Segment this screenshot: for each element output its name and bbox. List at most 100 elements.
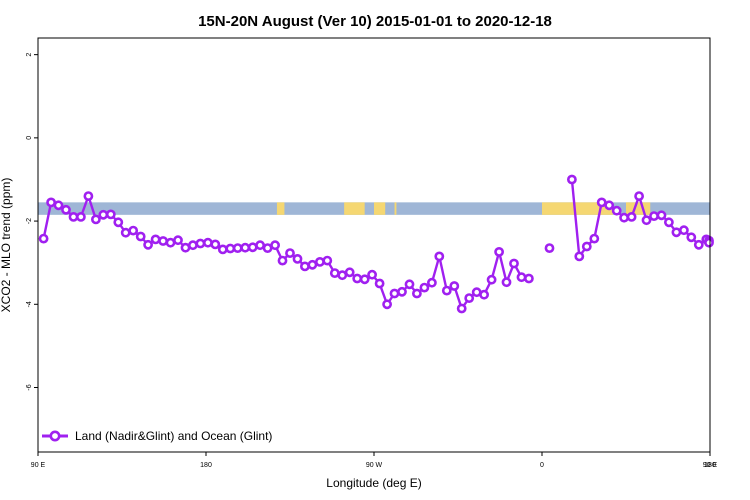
- data-point: [544, 243, 555, 253]
- data-point: [359, 274, 370, 285]
- data-point: [135, 231, 146, 242]
- data-point: [704, 237, 714, 248]
- data-point: [464, 293, 475, 303]
- data-point: [210, 239, 221, 250]
- data-point: [404, 279, 415, 290]
- data-point: [634, 191, 644, 201]
- data-point: [255, 240, 265, 251]
- data-point: [83, 191, 94, 201]
- data-point: [524, 273, 534, 284]
- data-point: [120, 227, 131, 238]
- data-point: [374, 278, 385, 289]
- data-point: [389, 288, 400, 299]
- data-point: [441, 285, 452, 296]
- x-tick-label-lower: 180: [704, 462, 716, 469]
- data-point: [671, 227, 682, 238]
- data-point: [299, 261, 310, 272]
- data-point: [486, 274, 497, 285]
- data-point: [367, 269, 377, 280]
- land-segment: [276, 202, 285, 215]
- data-point: [426, 277, 437, 288]
- data-point: [352, 273, 363, 284]
- data-point: [574, 251, 585, 262]
- y-axis-label: XCO2 - MLO trend (ppm): [0, 178, 13, 313]
- data-point: [649, 211, 659, 221]
- data-point: [479, 289, 489, 300]
- data-point: [61, 204, 71, 215]
- data-point: [128, 225, 139, 236]
- data-point: [596, 197, 607, 208]
- data-point: [91, 214, 101, 225]
- data-point: [382, 299, 392, 310]
- data-point: [419, 282, 430, 293]
- data-point: [262, 243, 273, 253]
- y-tick-label: 0: [26, 136, 33, 140]
- y-tick-label: -2: [26, 218, 33, 224]
- y-tick-label: 2: [26, 53, 33, 57]
- data-point: [679, 225, 689, 236]
- x-axis-label: Longitude (deg E): [326, 476, 421, 490]
- data-point: [641, 215, 652, 226]
- x-tick-label: 90 E: [31, 462, 46, 469]
- data-point: [322, 255, 333, 266]
- land-ocean-strip: [38, 202, 710, 215]
- data-point: [292, 253, 303, 264]
- data-point: [98, 209, 109, 220]
- data-point: [626, 211, 637, 222]
- chart-title: 15N-20N August (Ver 10) 2015-01-01 to 20…: [198, 13, 552, 30]
- data-point: [619, 212, 629, 223]
- y-axis-ticks: 2 0 -2 -4 -6: [26, 53, 38, 391]
- x-tick-label: 90 E: [703, 462, 718, 469]
- land-segment: [394, 202, 397, 215]
- data-point: [501, 277, 512, 288]
- y-tick-label: -4: [26, 301, 33, 307]
- data-point: [604, 200, 615, 211]
- x-tick-label: 90 W: [366, 462, 383, 469]
- legend-entry-label: Land (Nadir&Glint) and Ocean (Glint): [75, 429, 272, 443]
- data-point: [187, 240, 198, 251]
- land-segment: [344, 202, 365, 215]
- data-point: [411, 288, 422, 299]
- data-point: [158, 236, 168, 246]
- data-point: [105, 209, 116, 220]
- data-point: [686, 232, 697, 243]
- data-point: [656, 210, 667, 221]
- data-point: [329, 268, 340, 278]
- data-point: [397, 286, 407, 297]
- data-point: [53, 200, 64, 211]
- data-point: [344, 267, 355, 278]
- data-point: [434, 251, 445, 262]
- legend-marker-sample: [49, 430, 61, 442]
- series-layer: [38, 174, 714, 314]
- y-tick-label: -6: [26, 384, 33, 390]
- data-point: [516, 272, 527, 283]
- legend: Land (Nadir&Glint) and Ocean (Glint): [42, 429, 272, 443]
- data-point: [589, 233, 600, 244]
- series-line: [570, 179, 711, 258]
- data-point: [270, 240, 280, 251]
- data-point: [509, 258, 519, 269]
- data-point: [195, 238, 206, 249]
- land-segment: [374, 202, 386, 215]
- data-point: [165, 237, 176, 248]
- data-point: [567, 174, 577, 185]
- x-tick-label: 180: [200, 462, 212, 469]
- data-point: [285, 248, 295, 258]
- data-point: [494, 246, 504, 257]
- data-point: [150, 234, 161, 245]
- data-point: [307, 259, 318, 270]
- data-point: [113, 217, 124, 228]
- data-point: [76, 211, 86, 222]
- data-point: [232, 243, 243, 253]
- data-point: [217, 244, 228, 255]
- data-point: [611, 205, 622, 216]
- data-point: [143, 239, 153, 250]
- data-point: [38, 233, 49, 244]
- data-point: [240, 242, 251, 253]
- plot-frame: [37, 37, 711, 453]
- data-point: [202, 237, 213, 248]
- data-point: [456, 303, 467, 314]
- data-point: [664, 217, 674, 228]
